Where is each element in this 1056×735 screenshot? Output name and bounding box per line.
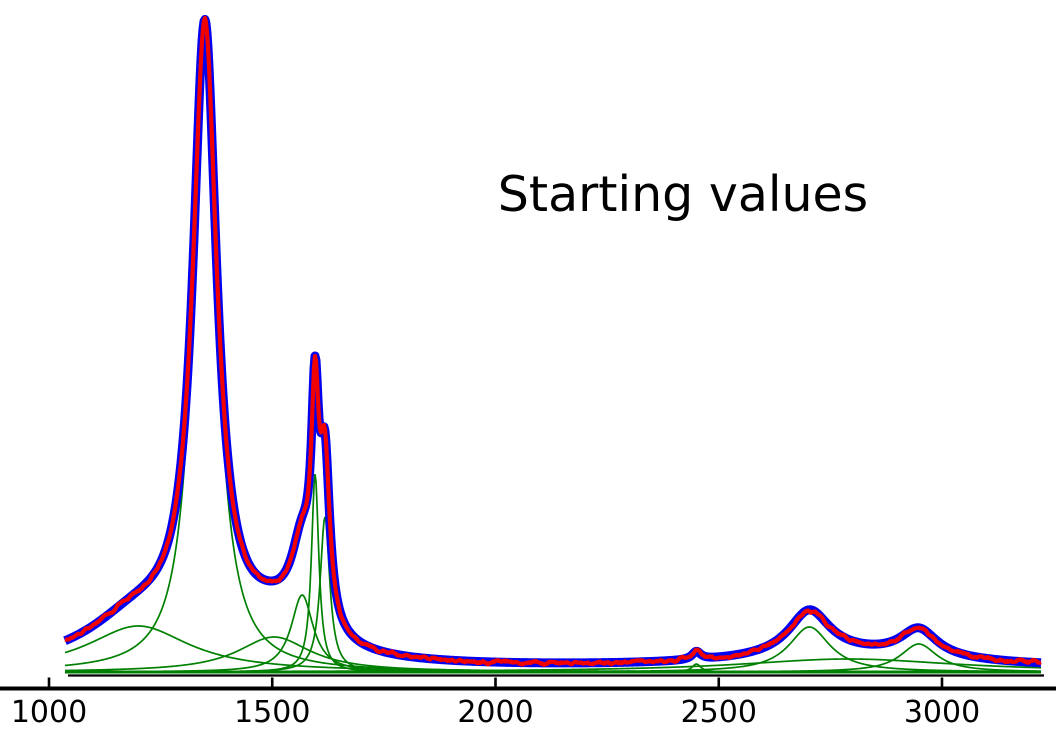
x-tick-label-2500: 2500 [681, 695, 757, 730]
data-series-line [63, 15, 1043, 667]
x-axis-labels: 1000 1500 2000 2500 3000 [11, 695, 980, 730]
x-tick-label-2000: 2000 [457, 695, 533, 730]
component-curve-1618 [65, 516, 1041, 673]
x-axis-spine [0, 686, 1056, 691]
x-axis-ticks [47, 677, 944, 691]
x-tick-label-1500: 1500 [234, 695, 310, 730]
x-tick-label-1000: 1000 [11, 695, 87, 730]
x-tick-label-3000: 3000 [904, 695, 980, 730]
x-axis-line [0, 686, 1056, 691]
plot-annotation-title: Starting values [497, 166, 869, 223]
data-curve [63, 15, 1043, 667]
